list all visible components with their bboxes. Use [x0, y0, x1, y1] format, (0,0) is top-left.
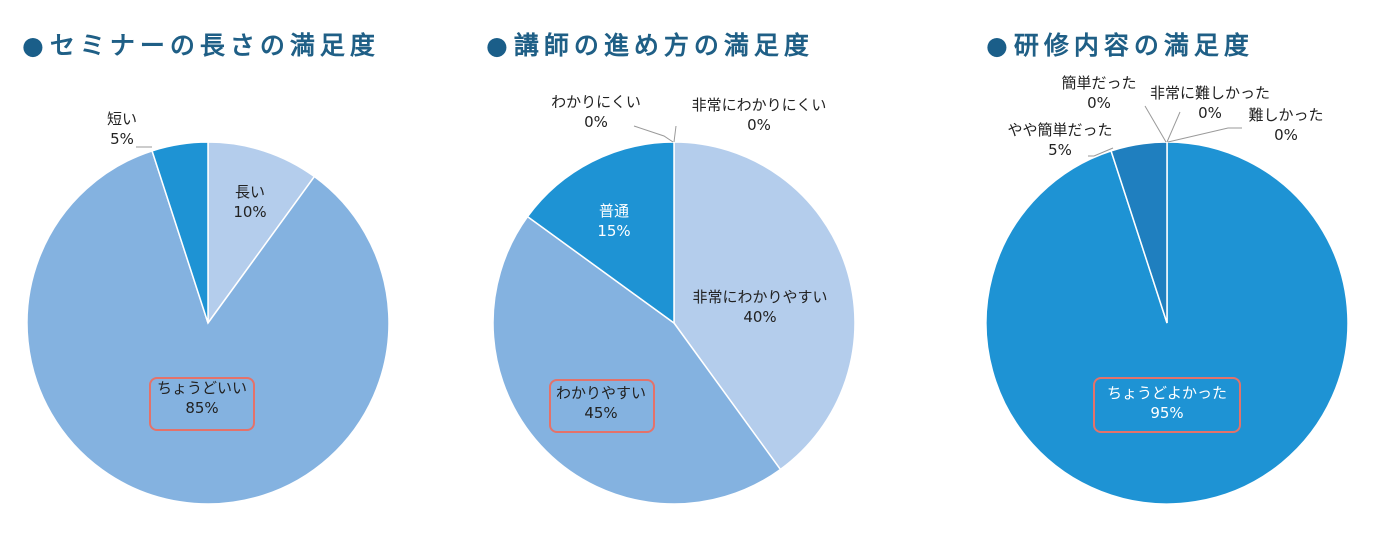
slice-label: 非常に難しかった	[1150, 84, 1270, 102]
slice-label: 普通	[599, 202, 629, 220]
slice-label: ちょうどいい	[157, 379, 247, 397]
slice-label: 難しかった	[1248, 106, 1323, 124]
leader-line	[1144, 105, 1167, 143]
slice-value: 40%	[743, 308, 776, 326]
highlight-frame	[549, 379, 655, 433]
pie-slice	[673, 141, 856, 471]
chart-title-text: セミナーの長さの満足度	[49, 31, 380, 60]
pie-slice	[1110, 141, 1168, 324]
pie-slice	[526, 141, 675, 325]
chart-title: ● セミナーの長さの満足度	[22, 26, 380, 62]
slice-label: やや簡単だった	[1007, 121, 1112, 139]
slice-value: 10%	[233, 203, 266, 221]
slice-value: 45%	[584, 404, 617, 422]
chart-title-text: 講師の進め方の満足度	[513, 31, 814, 60]
pie-chart: 長い 10% ちょうどいい 85% 短い 5%	[26, 110, 390, 505]
pie-slice	[207, 141, 316, 326]
pie-slice	[26, 149, 390, 505]
slice-value: 0%	[747, 116, 771, 134]
slice-label: 非常にわかりやすい	[692, 288, 827, 306]
pie-chart: 難しかった 0% ちょうどよかった 95% やや簡単だった 5% 簡単だった 0% 非常に難しか…	[985, 74, 1349, 505]
slice-value: 0%	[1087, 94, 1111, 112]
highlight-frame	[1093, 377, 1241, 433]
slice-value: 5%	[110, 130, 134, 148]
highlight-frame	[149, 377, 255, 431]
slice-value: 0%	[1198, 104, 1222, 122]
slice-value: 0%	[1274, 126, 1298, 144]
bullet-icon: ●	[986, 31, 1008, 60]
leader-line	[1088, 147, 1114, 157]
bullet-icon: ●	[22, 31, 44, 60]
slice-label: 長い	[235, 183, 265, 201]
slice-value: 95%	[1150, 404, 1183, 422]
chart-content-satisfaction: ● 研修内容の満足度 難しかった 0% ちょうどよかった 95% やや簡単だった 5% 簡単だ…	[918, 0, 1377, 539]
slice-label: わかりやすい	[556, 384, 646, 402]
chart-title: ● 研修内容の満足度	[986, 26, 1254, 62]
slice-label: ちょうどよかった	[1107, 384, 1227, 402]
leader-line	[673, 125, 677, 143]
slice-label: 非常にわかりにくい	[692, 96, 827, 114]
slice-label: わかりにくい	[551, 93, 641, 111]
slice-value: 5%	[1048, 141, 1072, 159]
slice-value: 0%	[584, 113, 608, 131]
chart-title-text: 研修内容の満足度	[1013, 31, 1254, 60]
bullet-icon: ●	[486, 31, 508, 60]
slice-label: 短い	[107, 110, 137, 128]
chart-instructor-pace: ● 講師の進め方の満足度 非常にわかりやすい 40% わかりやすい 45% 普通 15% わか…	[464, 0, 923, 539]
slice-label: 簡単だった	[1061, 74, 1136, 92]
chart-title: ● 講師の進め方の満足度	[486, 26, 814, 62]
chart-seminar-length: ● セミナーの長さの満足度 長い 10% ちょうどいい 85% 短い 5%	[0, 0, 459, 539]
slice-value: 85%	[185, 399, 218, 417]
pie-chart: 非常にわかりやすい 40% わかりやすい 45% 普通 15% わかりにくい 0% 非常にわかり…	[492, 93, 856, 505]
leader-line	[1167, 127, 1242, 143]
slice-value: 15%	[597, 222, 630, 240]
leader-line	[633, 125, 674, 143]
leader-line	[1166, 111, 1181, 143]
pie-slice	[151, 141, 209, 324]
